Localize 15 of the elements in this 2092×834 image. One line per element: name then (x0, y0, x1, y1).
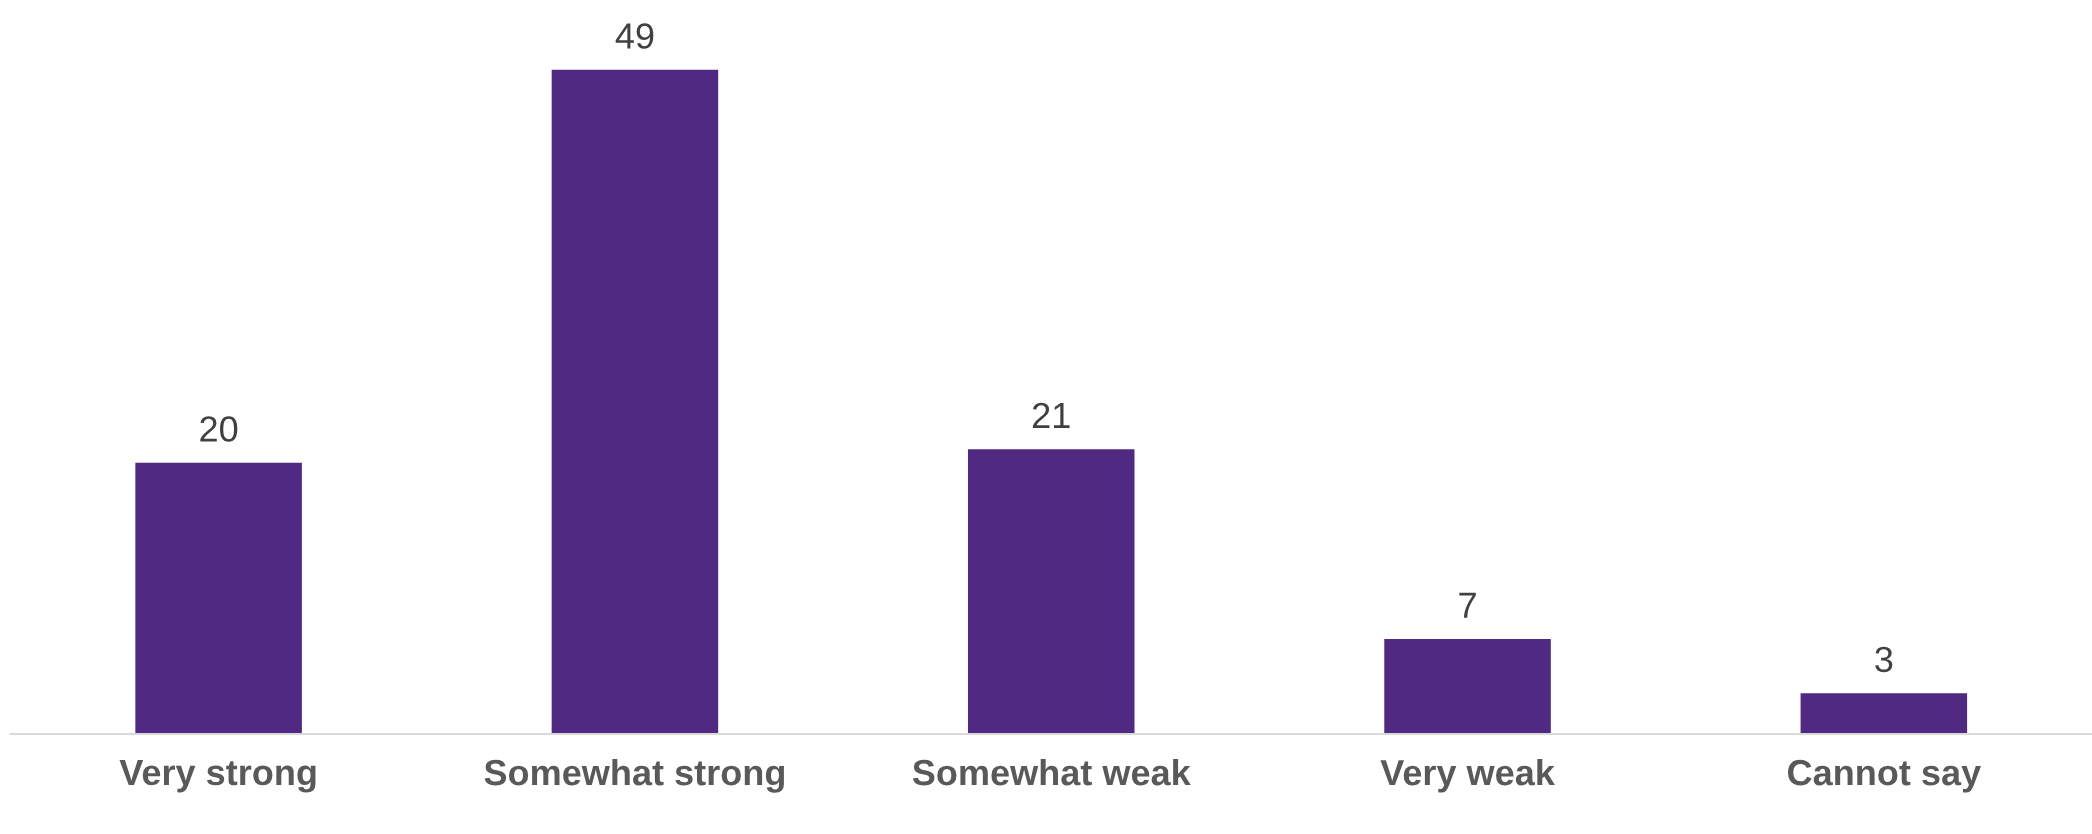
bar (967, 449, 1135, 734)
data-label: 3 (1875, 646, 1893, 673)
x-tick-label: Cannot say (1788, 759, 1981, 793)
data-label: 49 (615, 23, 654, 49)
bar (1384, 639, 1551, 734)
x-tick-label: Somewhat strong (484, 758, 784, 793)
data-label: 21 (1032, 402, 1070, 428)
x-tick-label: Very strong (119, 760, 316, 793)
data-label: 20 (200, 416, 238, 442)
bar (551, 69, 719, 734)
bar (135, 462, 302, 734)
data-label: 7 (1459, 592, 1476, 618)
bar (1800, 693, 1968, 734)
x-tick-label: Somewhat weak (912, 758, 1191, 786)
x-tick-label: Very weak (1380, 758, 1555, 793)
